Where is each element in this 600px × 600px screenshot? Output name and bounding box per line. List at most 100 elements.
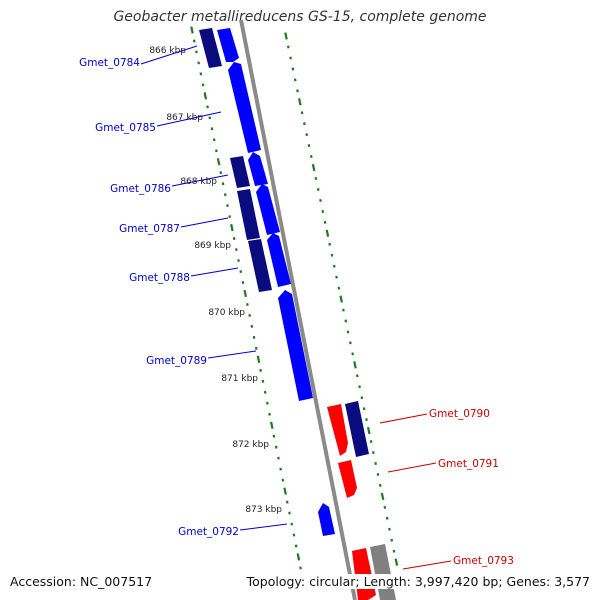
- gene-label-gmet-0790[interactable]: Gmet_0790: [429, 408, 490, 420]
- minor-tick: [263, 390, 267, 394]
- minor-tick: [246, 302, 249, 306]
- minor-tick: [237, 259, 240, 263]
- gene-label-gmet-0787[interactable]: Gmet_0787: [119, 223, 180, 235]
- major-tick: [380, 492, 385, 501]
- major-tick: [190, 26, 194, 34]
- minor-tick: [307, 144, 311, 148]
- minor-tick: [259, 368, 262, 372]
- minor-tick: [355, 374, 359, 378]
- minor-tick: [388, 527, 391, 531]
- minor-tick: [314, 176, 318, 181]
- gene-label-gmet-0788[interactable]: Gmet_0788: [129, 272, 190, 284]
- minor-tick: [369, 440, 373, 444]
- minor-tick: [268, 412, 271, 416]
- major-tick: [256, 355, 261, 364]
- kbp-label: 873 kbp: [245, 505, 282, 515]
- major-tick: [203, 92, 208, 100]
- major-tick: [394, 558, 399, 566]
- gene-block-dark: [237, 189, 260, 240]
- minor-tick: [376, 472, 380, 476]
- label-leader: [140, 45, 198, 65]
- minor-tick: [206, 105, 209, 109]
- gene-arrow-gmet-0784[interactable]: [217, 28, 239, 62]
- gene-block-dark: [345, 401, 369, 457]
- kbp-label: 872 kbp: [232, 440, 269, 450]
- minor-tick: [360, 396, 364, 400]
- reverse-gene-labels: Gmet_0790 Gmet_0791 Gmet_0793: [379, 408, 514, 570]
- minor-tick: [319, 198, 322, 202]
- minor-tick: [316, 187, 320, 191]
- gene-arrow-gmet-0788[interactable]: [267, 233, 291, 287]
- major-tick: [353, 361, 357, 369]
- minor-tick: [351, 352, 354, 356]
- gene-label-gmet-0786[interactable]: Gmet_0786: [110, 183, 171, 195]
- gene-arrow-gmet-0785[interactable]: [228, 62, 261, 153]
- gene-block-dark: [199, 28, 222, 68]
- kbp-label: 868 kbp: [180, 177, 217, 187]
- minor-tick: [321, 209, 325, 213]
- major-tick: [296, 553, 301, 561]
- genome-summary-text: Topology: circular; Length: 3,997,420 bp…: [243, 574, 590, 589]
- gene-arrow-gmet-0790[interactable]: [327, 404, 348, 456]
- minor-tick: [223, 193, 227, 197]
- minor-tick: [328, 242, 331, 246]
- gene-arrow-gmet-0787[interactable]: [256, 184, 280, 235]
- gene-label-gmet-0792[interactable]: Gmet_0792: [178, 526, 239, 538]
- minor-tick: [342, 308, 345, 312]
- major-tick: [311, 163, 316, 172]
- minor-tick: [292, 533, 296, 537]
- minor-tick: [300, 111, 304, 115]
- minor-tick: [289, 56, 292, 60]
- minor-tick: [228, 215, 231, 219]
- minor-tick: [208, 116, 212, 120]
- minor-tick: [285, 500, 289, 504]
- label-leader: [180, 217, 229, 228]
- gene-label-gmet-0785[interactable]: Gmet_0785: [95, 122, 156, 134]
- minor-tick: [309, 155, 313, 159]
- label-leader: [207, 350, 257, 359]
- minor-tick: [330, 253, 334, 257]
- minor-tick: [346, 330, 350, 334]
- gene-label-gmet-0793[interactable]: Gmet_0793: [453, 555, 514, 567]
- label-leader: [402, 560, 452, 570]
- gene-arrow-gmet-0789[interactable]: [278, 290, 313, 401]
- minor-tick: [372, 451, 375, 455]
- minor-tick: [226, 204, 229, 208]
- minor-tick: [192, 39, 196, 43]
- label-leader: [190, 267, 239, 277]
- minor-tick: [303, 122, 306, 126]
- minor-tick: [358, 385, 361, 389]
- minor-tick: [266, 401, 269, 405]
- minor-tick: [362, 407, 366, 411]
- gene-label-gmet-0791[interactable]: Gmet_0791: [438, 458, 499, 470]
- major-tick: [298, 98, 302, 106]
- gene-arrow-gmet-0792[interactable]: [318, 503, 335, 536]
- gene-label-gmet-0784[interactable]: Gmet_0784: [79, 57, 140, 69]
- minor-tick: [274, 445, 278, 449]
- minor-tick: [385, 516, 389, 520]
- minor-tick: [374, 461, 377, 466]
- gene-arrow-gmet-0786[interactable]: [248, 152, 268, 186]
- minor-tick: [293, 78, 297, 82]
- minor-tick: [277, 456, 280, 460]
- minor-tick: [337, 286, 341, 290]
- kbp-label: 866 kbp: [149, 46, 186, 56]
- minor-tick: [215, 149, 218, 153]
- major-tick: [283, 487, 287, 495]
- minor-tick: [296, 89, 299, 93]
- gene-block-dark: [248, 239, 272, 292]
- label-leader: [171, 174, 229, 187]
- minor-tick: [272, 434, 276, 438]
- minor-tick: [232, 237, 236, 241]
- minor-tick: [294, 544, 298, 548]
- minor-tick: [279, 467, 282, 471]
- gene-arrow-gmet-0791[interactable]: [338, 460, 357, 498]
- minor-tick: [344, 319, 348, 323]
- gene-block-dark: [230, 156, 250, 188]
- minor-tick: [390, 538, 394, 542]
- minor-tick: [235, 248, 238, 252]
- major-tick: [284, 32, 288, 40]
- kbp-label: 867 kbp: [166, 113, 203, 123]
- gene-label-gmet-0789[interactable]: Gmet_0789: [146, 355, 207, 367]
